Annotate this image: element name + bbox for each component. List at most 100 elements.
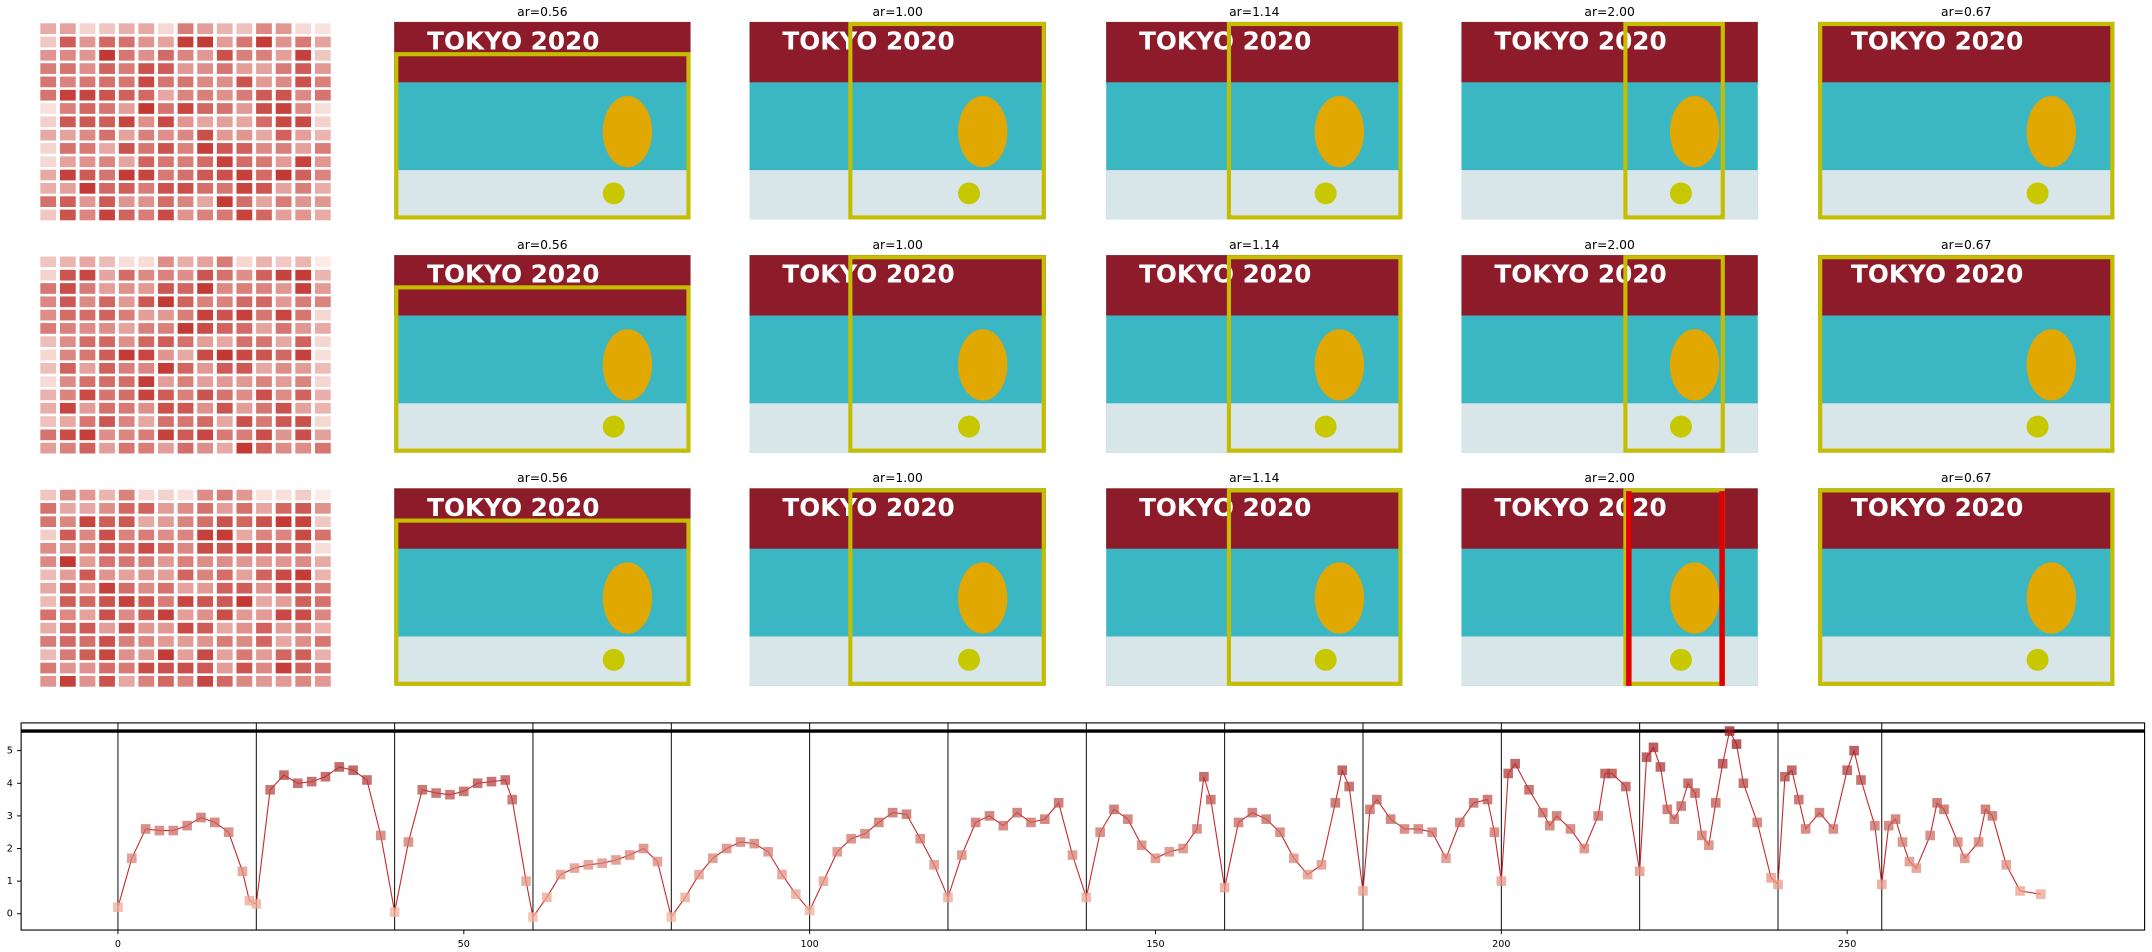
heat-cell <box>295 23 312 35</box>
heat-cell <box>314 529 331 541</box>
heat-cell <box>40 503 57 514</box>
heat-cell <box>216 36 233 48</box>
heat-cell <box>59 609 76 621</box>
banner-text: TOKYO 2020 <box>782 260 954 289</box>
marker <box>1358 886 1368 896</box>
ball <box>958 182 980 205</box>
heat-cell <box>275 323 292 334</box>
heat-cell <box>256 182 272 194</box>
banner-text: TOKYO 2020 <box>1851 260 2023 289</box>
heat-cell <box>236 89 253 101</box>
heat-cell <box>177 556 194 567</box>
heat-cell <box>216 103 233 114</box>
heat-cell <box>40 569 57 581</box>
heat-cell <box>275 622 292 634</box>
heat-cell <box>99 662 115 674</box>
marker <box>846 833 856 844</box>
heat-cell <box>197 489 214 501</box>
heat-cell <box>99 336 115 348</box>
heat-cell <box>40 556 57 567</box>
heat-cell <box>177 283 194 294</box>
heat-cell <box>236 529 253 541</box>
marker <box>1219 882 1230 893</box>
marker <box>541 892 552 903</box>
heat-cell <box>216 676 233 687</box>
heat-cell <box>197 569 214 581</box>
crop-box-red <box>1719 491 1725 686</box>
heat-cell <box>40 156 57 168</box>
heat-cell <box>138 36 155 48</box>
ball <box>1314 648 1337 671</box>
marker <box>1344 781 1354 792</box>
heat-cell <box>59 76 76 88</box>
ball <box>1669 648 1692 671</box>
marker <box>1538 807 1548 818</box>
marker <box>1980 804 1991 815</box>
heat-cell <box>216 429 233 441</box>
heat-cell <box>275 503 292 514</box>
panel-title: ar=1.14 <box>1229 5 1280 19</box>
heat-cell <box>177 649 194 661</box>
heat-cell <box>216 503 233 514</box>
heat-cell <box>79 529 96 541</box>
heat-cell <box>138 649 155 661</box>
heat-cell <box>275 63 292 74</box>
heat-cell <box>40 376 57 387</box>
heat-cell <box>216 596 233 607</box>
heat-cell <box>79 503 96 514</box>
heat-cell <box>275 416 292 427</box>
heat-cell <box>138 336 155 348</box>
heat-cell <box>40 622 57 634</box>
heat-cell <box>99 676 115 687</box>
heat-cell <box>158 389 174 401</box>
marker <box>1150 853 1161 864</box>
heat-cell <box>79 362 96 374</box>
heat-cell <box>40 676 57 687</box>
player <box>1314 329 1365 401</box>
marker <box>1164 846 1175 857</box>
panel-title: ar=1.00 <box>872 471 923 485</box>
heat-cell <box>99 362 115 374</box>
crop-box <box>394 285 691 453</box>
marker <box>528 912 538 922</box>
marker <box>1026 817 1036 828</box>
heat-cell <box>158 362 174 374</box>
heat-cell <box>177 76 194 88</box>
heat-cell <box>275 309 292 321</box>
x-tick-label: 200 <box>1492 939 1510 950</box>
heat-cell <box>275 283 292 294</box>
heat-cell <box>177 269 194 281</box>
heat-cell <box>59 49 76 61</box>
heat-cell <box>118 49 135 61</box>
heat-cell <box>275 156 292 168</box>
heat-cell <box>275 649 292 661</box>
marker <box>583 860 594 870</box>
heat-cell <box>118 336 135 348</box>
heat-cell <box>256 622 272 634</box>
heat-cell <box>236 416 253 427</box>
heat-cell <box>177 23 194 35</box>
marker <box>1427 827 1437 837</box>
heat-cell <box>40 662 57 674</box>
crop-box <box>1226 255 1403 453</box>
photo-panel: ar=2.00 TOKYO 2020 <box>1461 238 1758 453</box>
heat-cell <box>118 76 135 88</box>
heat-cell <box>314 389 331 401</box>
banner-text: TOKYO 2020 <box>1851 493 2023 522</box>
heat-cell <box>177 582 194 594</box>
marker <box>1095 827 1105 837</box>
heat-cell <box>236 429 253 441</box>
heat-cell <box>177 169 194 181</box>
heat-cell <box>138 143 155 154</box>
heat-cell <box>236 622 253 634</box>
heat-cell <box>314 76 331 88</box>
heat-cell <box>99 182 115 194</box>
heat-cell <box>216 323 233 334</box>
marker <box>721 843 732 854</box>
heat-cell <box>79 23 96 35</box>
heat-cell <box>256 196 272 207</box>
marker <box>140 824 151 834</box>
series-line <box>117 729 2041 919</box>
heat-cell <box>158 209 174 221</box>
heat-cell <box>40 362 57 374</box>
